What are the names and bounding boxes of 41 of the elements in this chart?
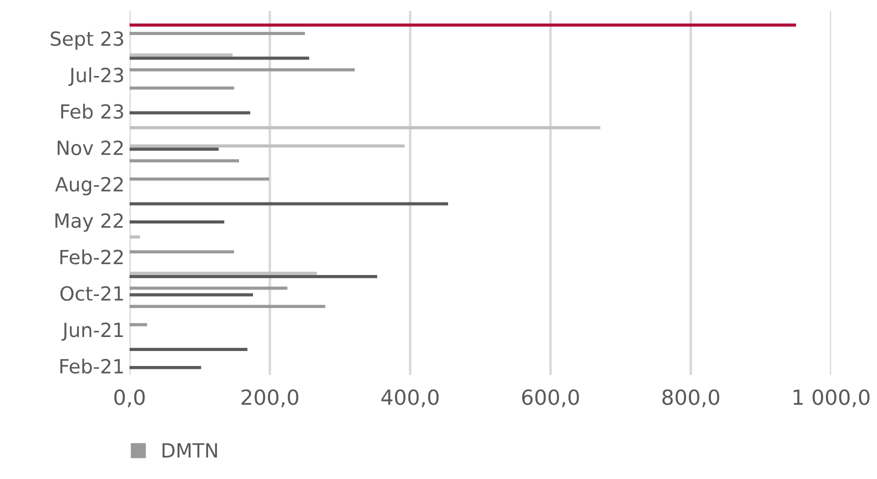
bar — [130, 202, 448, 206]
bar — [130, 53, 233, 56]
bar — [130, 126, 600, 130]
y-tick-label: Feb-21 — [60, 358, 123, 374]
bar — [130, 304, 326, 308]
bar — [130, 68, 355, 72]
y-tick-label: May 22 — [55, 213, 123, 232]
x-tick-label: 600,0 — [522, 389, 579, 408]
bar — [130, 323, 148, 326]
x-tick-label: 400,0 — [381, 389, 439, 408]
bar — [130, 250, 234, 254]
x-tick-label: 200,0 — [242, 389, 298, 408]
y-tick-label: Sept 23 — [50, 31, 124, 50]
bar — [130, 23, 796, 27]
bar — [130, 144, 405, 148]
bar — [130, 220, 224, 224]
bar — [130, 159, 239, 162]
y-tick-label: Jul-23 — [68, 67, 124, 86]
bar — [130, 348, 248, 351]
bar — [130, 286, 288, 290]
bar — [130, 111, 250, 114]
bar — [130, 235, 140, 238]
bar — [130, 366, 202, 370]
bar — [130, 32, 305, 35]
y-tick-label: Nov 22 — [58, 140, 123, 156]
y-tick-label: Feb 23 — [61, 104, 124, 119]
legend-label: DMTN — [162, 443, 217, 458]
bar — [130, 272, 317, 275]
x-tick-label: 1 000,0 — [794, 389, 870, 408]
y-tick-label: Jun-21 — [62, 322, 123, 341]
bar — [130, 177, 270, 181]
y-tick-label: Aug-22 — [55, 176, 123, 196]
x-tick-label: 800,0 — [662, 389, 720, 408]
bar — [130, 86, 234, 90]
y-tick-label: Oct-21 — [60, 286, 123, 301]
bar — [130, 56, 310, 60]
y-tick-label: Feb-22 — [60, 249, 123, 264]
x-tick-label: 0,0 — [114, 389, 145, 408]
bar — [130, 275, 378, 278]
bar — [130, 148, 219, 151]
bar — [130, 293, 254, 296]
